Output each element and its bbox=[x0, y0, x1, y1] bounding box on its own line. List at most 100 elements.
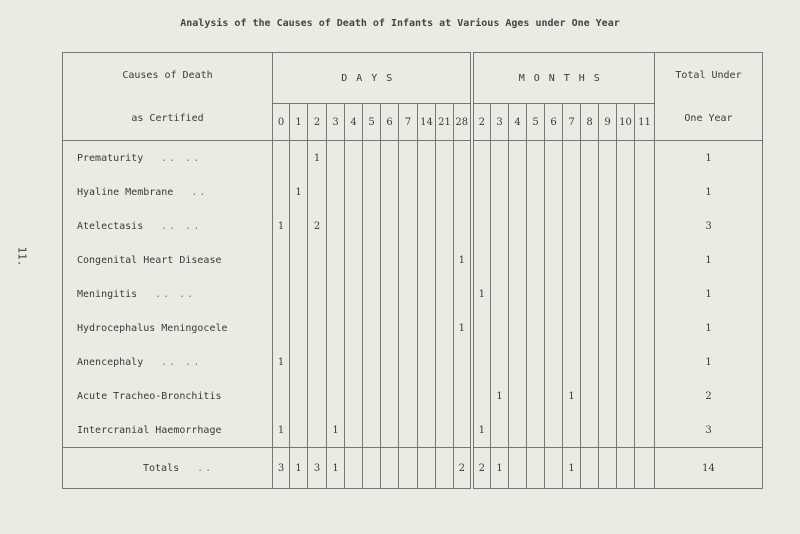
total-cell: 1 bbox=[654, 175, 763, 209]
day-count-cell bbox=[344, 311, 363, 345]
month-count-cell bbox=[544, 243, 563, 277]
cause-cell: Congenital Heart Disease bbox=[62, 243, 273, 277]
day-count-cell bbox=[380, 175, 399, 209]
month-count-cell bbox=[562, 209, 581, 243]
month-count-cell bbox=[616, 243, 635, 277]
month-count-cell bbox=[598, 447, 617, 489]
day-count-cell bbox=[307, 175, 327, 209]
month-count-cell bbox=[526, 345, 545, 379]
day-count-cell bbox=[344, 175, 363, 209]
month-count-cell bbox=[508, 345, 527, 379]
day-count-cell: 1 bbox=[272, 209, 290, 243]
day-count-cell bbox=[380, 243, 399, 277]
day-count-cell bbox=[380, 140, 399, 175]
day-count-cell bbox=[417, 140, 436, 175]
month-count-cell bbox=[544, 413, 563, 448]
month-count-cell bbox=[490, 140, 509, 175]
dot-leader: .. .. bbox=[161, 356, 202, 368]
month-count-cell bbox=[616, 345, 635, 379]
day-count-cell: 3 bbox=[272, 447, 290, 489]
total-cell: 2 bbox=[654, 379, 763, 413]
month-count-cell bbox=[490, 311, 509, 345]
day-count-cell bbox=[344, 379, 363, 413]
cause-cell: Anencephaly .. .. bbox=[62, 345, 273, 379]
months-header: MONTHS bbox=[471, 52, 655, 104]
day-count-cell bbox=[435, 413, 454, 448]
month-count-cell: 1 bbox=[490, 379, 509, 413]
day-count-cell bbox=[398, 209, 418, 243]
month-count-cell bbox=[544, 175, 563, 209]
day-count-cell bbox=[435, 209, 454, 243]
month-count-cell bbox=[634, 277, 655, 311]
document-title: Analysis of the Causes of Death of Infan… bbox=[180, 18, 620, 29]
month-count-cell bbox=[471, 345, 491, 379]
month-count-cell bbox=[508, 140, 527, 175]
month-count-cell bbox=[616, 140, 635, 175]
day-count-cell bbox=[362, 209, 381, 243]
day-count-cell bbox=[435, 243, 454, 277]
day-count-cell bbox=[398, 379, 418, 413]
month-count-cell bbox=[508, 209, 527, 243]
table-row: Atelectasis .. .. 1 2 3 bbox=[62, 209, 763, 243]
dot-leader: .. bbox=[197, 462, 214, 474]
day-count-cell bbox=[417, 277, 436, 311]
day-column-header: 14 bbox=[417, 103, 436, 141]
day-count-cell bbox=[453, 277, 474, 311]
total-header-line2: One Year bbox=[684, 112, 733, 124]
day-count-cell bbox=[289, 140, 308, 175]
cause-cell: Totals.. bbox=[62, 447, 273, 489]
day-count-cell bbox=[398, 447, 418, 489]
day-count-cell bbox=[380, 345, 399, 379]
month-column-header: 5 bbox=[526, 103, 545, 141]
month-count-cell bbox=[616, 175, 635, 209]
month-count-cell bbox=[598, 379, 617, 413]
month-count-cell bbox=[544, 277, 563, 311]
month-count-cell bbox=[580, 209, 599, 243]
table-row: Hyaline Membrane.. 1 1 bbox=[62, 175, 763, 209]
table-row: Prematurity .. .. 1 1 bbox=[62, 140, 763, 175]
month-count-cell bbox=[490, 413, 509, 448]
table-row: Intercranial Haemorrhage 1 1 1 3 bbox=[62, 413, 763, 448]
day-count-cell bbox=[380, 447, 399, 489]
page-number: 11. bbox=[15, 246, 29, 267]
day-column-header: 4 bbox=[344, 103, 363, 141]
month-column-header: 11 bbox=[634, 103, 655, 141]
day-count-cell bbox=[435, 175, 454, 209]
month-count-cell bbox=[526, 243, 545, 277]
day-column-header: 7 bbox=[398, 103, 418, 141]
month-count-cell bbox=[508, 447, 527, 489]
month-count-cell bbox=[580, 345, 599, 379]
day-count-cell bbox=[344, 243, 363, 277]
month-count-cell bbox=[544, 311, 563, 345]
day-count-cell: 1 bbox=[272, 345, 290, 379]
day-column-header: 5 bbox=[362, 103, 381, 141]
month-count-cell: 2 bbox=[471, 447, 491, 489]
month-count-cell bbox=[598, 209, 617, 243]
day-count-cell bbox=[435, 379, 454, 413]
day-count-cell bbox=[398, 413, 418, 448]
day-column-header: 3 bbox=[326, 103, 345, 141]
cause-header-line1: Causes of Death bbox=[122, 69, 213, 81]
day-count-cell bbox=[307, 413, 327, 448]
month-count-cell bbox=[544, 209, 563, 243]
day-count-cell bbox=[398, 243, 418, 277]
cause-header: Causes of Death as Certified bbox=[62, 52, 273, 141]
month-count-cell bbox=[508, 175, 527, 209]
day-count-cell: 1 bbox=[307, 140, 327, 175]
day-count-cell bbox=[272, 243, 290, 277]
month-count-cell bbox=[562, 277, 581, 311]
total-cell: 3 bbox=[654, 209, 763, 243]
day-count-cell bbox=[417, 447, 436, 489]
day-count-cell bbox=[307, 345, 327, 379]
month-count-cell bbox=[508, 311, 527, 345]
month-count-cell bbox=[598, 140, 617, 175]
day-count-cell bbox=[435, 345, 454, 379]
day-count-cell bbox=[362, 413, 381, 448]
day-count-cell bbox=[344, 345, 363, 379]
month-count-cell bbox=[526, 413, 545, 448]
cause-label: Meningitis bbox=[77, 288, 138, 300]
day-count-cell bbox=[289, 243, 308, 277]
totals-row: Totals.. 3 1 3 1 2 2 1 1 14 bbox=[62, 447, 763, 489]
month-count-cell bbox=[580, 379, 599, 413]
month-count-cell bbox=[634, 311, 655, 345]
